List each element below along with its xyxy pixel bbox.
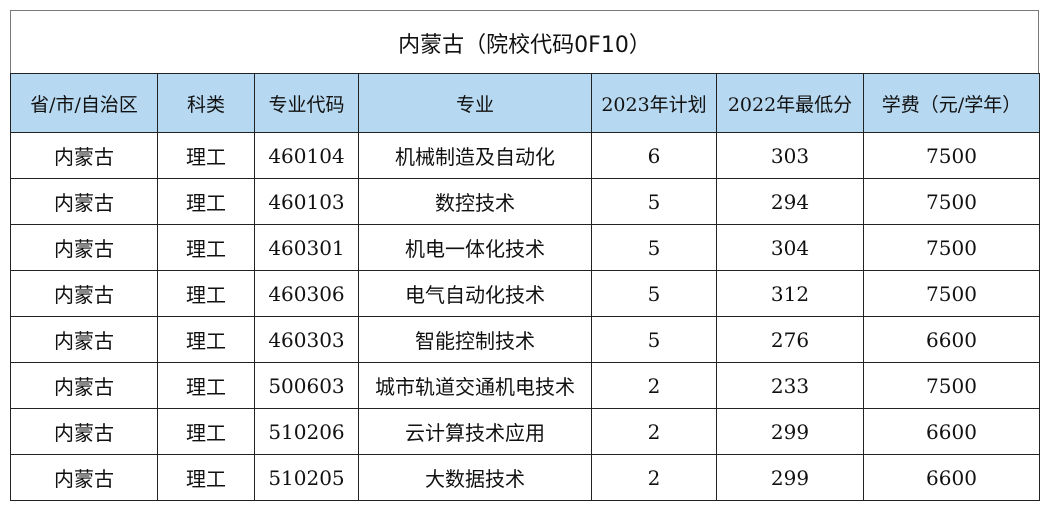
table-cell: 数控技术 [358,178,592,225]
table-cell: 5 [591,178,717,225]
table-cell: 理工 [157,224,255,271]
table-cell: 理工 [157,270,255,317]
table-row: 内蒙古 理工 460104 机械制造及自动化 6 303 7500 [10,132,1040,179]
table-cell: 内蒙古 [10,178,158,225]
table-cell: 5 [591,316,717,363]
table-cell: 460103 [254,178,359,225]
table-cell: 智能控制技术 [358,316,592,363]
table-cell: 2 [591,362,717,409]
table-title: 内蒙古（院校代码0F10） [10,10,1039,74]
table-cell: 233 [716,362,864,409]
table-cell: 6 [591,132,717,179]
table-cell: 内蒙古 [10,132,158,179]
table-cell: 内蒙古 [10,408,158,455]
table-row: 内蒙古 理工 510206 云计算技术应用 2 299 6600 [10,408,1040,455]
header-cell: 学费（元/学年） [863,73,1040,133]
table-cell: 理工 [157,408,255,455]
table-cell: 内蒙古 [10,270,158,317]
table-cell: 理工 [157,362,255,409]
table-cell: 6600 [863,316,1040,363]
header-cell: 省/市/自治区 [10,73,158,133]
table-row: 内蒙古 理工 460306 电气自动化技术 5 312 7500 [10,270,1040,317]
table-cell: 内蒙古 [10,316,158,363]
admission-table: 省/市/自治区 科类 专业代码 专业 2023年计划 2022年最低分 学费（元… [10,73,1040,501]
table-cell: 7500 [863,362,1040,409]
table-cell: 机械制造及自动化 [358,132,592,179]
header-cell: 2022年最低分 [716,73,864,133]
table-cell: 299 [716,408,864,455]
table-cell: 理工 [157,178,255,225]
table-cell: 7500 [863,224,1040,271]
table-cell: 460301 [254,224,359,271]
table-row: 内蒙古 理工 500603 城市轨道交通机电技术 2 233 7500 [10,362,1040,409]
table-cell: 2 [591,408,717,455]
table-cell: 276 [716,316,864,363]
table-cell: 6600 [863,454,1040,501]
table-cell: 内蒙古 [10,454,158,501]
table-cell: 2 [591,454,717,501]
table-cell: 460104 [254,132,359,179]
table-cell: 机电一体化技术 [358,224,592,271]
table-cell: 510206 [254,408,359,455]
table-cell: 7500 [863,270,1040,317]
table-cell: 理工 [157,132,255,179]
table-row: 内蒙古 理工 460103 数控技术 5 294 7500 [10,178,1040,225]
table-cell: 460306 [254,270,359,317]
table-cell: 理工 [157,454,255,501]
table-cell: 299 [716,454,864,501]
table-cell: 510205 [254,454,359,501]
table-cell: 304 [716,224,864,271]
table-cell: 5 [591,224,717,271]
table-cell: 5 [591,270,717,317]
header-cell: 2023年计划 [591,73,717,133]
table-cell: 大数据技术 [358,454,592,501]
table-cell: 7500 [863,178,1040,225]
header-cell: 专业代码 [254,73,359,133]
table-cell: 内蒙古 [10,362,158,409]
table-row: 内蒙古 理工 460301 机电一体化技术 5 304 7500 [10,224,1040,271]
table-cell: 内蒙古 [10,224,158,271]
table-cell: 7500 [863,132,1040,179]
table-row: 内蒙古 理工 460303 智能控制技术 5 276 6600 [10,316,1040,363]
table-cell: 460303 [254,316,359,363]
header-cell: 专业 [358,73,592,133]
table-cell: 6600 [863,408,1040,455]
table-cell: 云计算技术应用 [358,408,592,455]
table-cell: 城市轨道交通机电技术 [358,362,592,409]
header-cell: 科类 [157,73,255,133]
table-cell: 312 [716,270,864,317]
table-row: 内蒙古 理工 510205 大数据技术 2 299 6600 [10,454,1040,501]
admission-sheet: 内蒙古（院校代码0F10） 省/市/自治区 科类 专业代码 专业 2023年计划… [10,10,1040,501]
table-cell: 303 [716,132,864,179]
table-cell: 电气自动化技术 [358,270,592,317]
table-cell: 500603 [254,362,359,409]
header-row: 省/市/自治区 科类 专业代码 专业 2023年计划 2022年最低分 学费（元… [10,73,1040,133]
table-cell: 294 [716,178,864,225]
table-cell: 理工 [157,316,255,363]
